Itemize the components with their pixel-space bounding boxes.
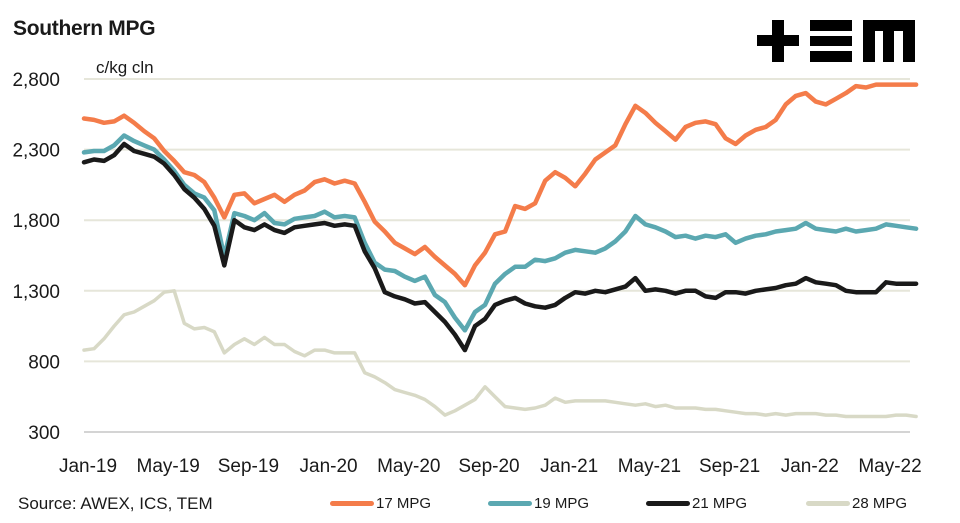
legend-label: 19 MPG <box>534 494 590 512</box>
y-tick-label: 1,300 <box>12 282 60 303</box>
source-note: Source: AWEX, ICS, TEM <box>18 494 213 513</box>
plus-icon <box>757 20 799 62</box>
series-lines <box>81 82 919 419</box>
x-tick-label: Jan-20 <box>300 456 358 477</box>
chart-title: Southern MPG <box>13 17 156 40</box>
legend-item-19-mpg: 19 MPG <box>488 492 589 514</box>
x-tick-label: May-21 <box>618 456 681 477</box>
legend-swatch <box>646 500 690 506</box>
x-tick-label: Sep-19 <box>218 456 279 477</box>
legend-swatch <box>488 500 532 506</box>
series-line-28-mpg <box>82 289 918 419</box>
x-tick-label: May-20 <box>377 456 440 477</box>
y-tick-label: 300 <box>28 423 60 444</box>
x-tick-label: Sep-21 <box>699 456 760 477</box>
y-tick-label: 2,800 <box>12 70 60 91</box>
legend-item-28-mpg: 28 MPG <box>806 492 907 514</box>
legend-swatch <box>806 500 850 506</box>
legend-label: 28 MPG <box>852 494 908 512</box>
y-tick-label: 2,300 <box>12 141 60 162</box>
x-tick-label: May-19 <box>137 456 200 477</box>
gridlines <box>84 78 910 433</box>
x-tick-label: Sep-20 <box>458 456 519 477</box>
series-line-21-mpg <box>81 141 919 353</box>
equals-e-icon <box>810 20 852 62</box>
series-line-17-mpg <box>81 82 919 288</box>
x-tick-label: May-22 <box>858 456 921 477</box>
y-axis-unit-label: c/kg cln <box>96 58 154 77</box>
legend-label: 17 MPG <box>376 494 432 512</box>
y-tick-label: 800 <box>28 352 60 373</box>
legend-swatch <box>330 500 374 506</box>
m-letter-icon <box>863 20 915 62</box>
legend-item-21-mpg: 21 MPG <box>646 492 747 514</box>
x-tick-label: Jan-22 <box>781 456 839 477</box>
legend-label: 21 MPG <box>692 494 748 512</box>
tem-logo: TEM <box>757 20 915 62</box>
legend-item-17-mpg: 17 MPG <box>330 492 431 514</box>
x-axis: Jan-19 May-19 Sep-19 Jan-20 May-20 Sep-20 Jan-… <box>59 456 922 477</box>
y-tick-label: 1,800 <box>12 211 60 232</box>
y-axis: 300 800 1,300 1,800 2,300 2,800 <box>12 70 60 444</box>
series-line-19-mpg <box>81 133 919 333</box>
x-tick-label: Jan-21 <box>540 456 598 477</box>
x-tick-label: Jan-19 <box>59 456 117 477</box>
